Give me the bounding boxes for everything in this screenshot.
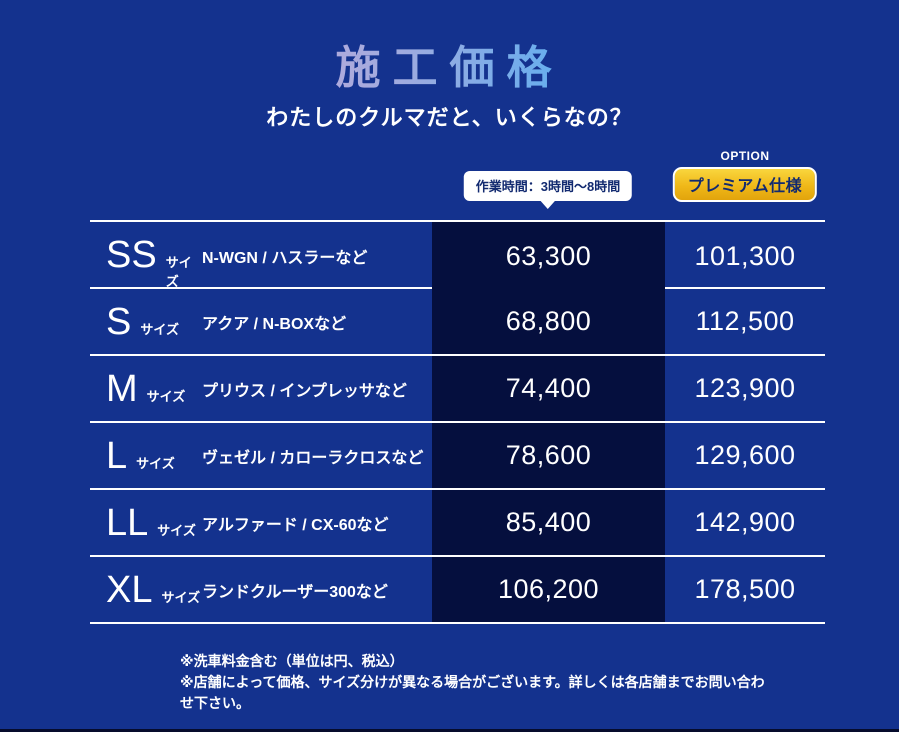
car-examples: ヴェゼル / カローラクロスなど — [202, 449, 424, 467]
premium-column-header: OPTION プレミアム仕様 — [672, 149, 818, 202]
size-letter: M — [106, 368, 138, 410]
standard-price: 63,300 — [432, 222, 665, 290]
car-examples: アクア / N-BOXなど — [202, 315, 347, 333]
size-letter: LL — [106, 502, 149, 544]
car-examples: プリウス / インプレッサなど — [202, 382, 407, 400]
size-unit-label: サイズ — [146, 389, 186, 404]
size-label: S サイズ — [90, 289, 202, 354]
size-label: XL サイズ — [90, 557, 202, 622]
table-row-s: S サイズ アクア / N-BOXなど 68,800 112,500 — [90, 289, 825, 356]
premium-price: 112,500 — [695, 306, 795, 336]
size-unit-label: サイズ — [140, 322, 179, 337]
premium-price: 178,500 — [694, 574, 796, 604]
size-unit-label: サイズ — [161, 590, 201, 605]
size-letter: XL — [106, 569, 153, 611]
premium-price: 142,900 — [694, 507, 796, 537]
bottom-edge-strip — [0, 729, 899, 732]
car-examples: ランドクルーザー300など — [202, 583, 388, 601]
size-letter: S — [106, 301, 132, 343]
footnote-line: ※店舗によって価格、サイズ分けが異なる場合がございます。詳しくは各店舗までお問い… — [180, 674, 765, 711]
car-examples: アルファード / CX-60など — [202, 516, 389, 534]
page-subtitle: わたしのクルマだと、いくらなの？ — [266, 105, 633, 130]
page-title: 施工価格 — [0, 31, 899, 96]
table-row-m: M サイズ プリウス / インプレッサなど 74,400 123,900 — [90, 356, 825, 423]
size-label: SS サイズ — [90, 222, 202, 290]
footnotes: ※洗車料金含む（単位は円、税込） ※店舗によって価格、サイズ分けが異なる場合がご… — [180, 651, 766, 714]
standard-price: 68,800 — [432, 289, 665, 354]
price-table: SS サイズ N-WGN / ハスラーなど 63,300 101,300 S サ… — [90, 220, 825, 624]
option-label: OPTION — [720, 149, 770, 163]
standard-price: 85,400 — [432, 490, 665, 555]
standard-price: 74,400 — [432, 356, 665, 421]
table-row-xl: XL サイズ ランドクルーザー300など 106,200 178,500 — [90, 557, 825, 624]
table-row-l: L サイズ ヴェゼル / カローラクロスなど 78,600 129,600 — [90, 423, 825, 490]
premium-price: 129,600 — [694, 440, 796, 470]
footnote-line: ※洗車料金含む（単位は円、税込） — [180, 653, 404, 669]
work-time-tooltip: 作業時間：3時間〜8時間 — [463, 171, 633, 201]
size-label: L サイズ — [90, 423, 202, 488]
size-unit-label: サイズ — [136, 456, 175, 471]
size-label: M サイズ — [90, 356, 202, 421]
table-row-ss: SS サイズ N-WGN / ハスラーなど 63,300 101,300 — [90, 222, 825, 290]
standard-price: 78,600 — [432, 423, 665, 488]
standard-price: 106,200 — [432, 557, 665, 622]
car-examples: N-WGN / ハスラーなど — [202, 250, 368, 267]
premium-spec-badge: プレミアム仕様 — [672, 167, 818, 202]
size-letter: SS — [106, 234, 157, 276]
size-unit-label: サイズ — [165, 255, 192, 289]
size-label: LL サイズ — [90, 490, 202, 555]
premium-price: 101,300 — [694, 240, 796, 271]
size-unit-label: サイズ — [157, 523, 196, 538]
size-letter: L — [106, 435, 128, 477]
table-row-ll: LL サイズ アルファード / CX-60など 85,400 142,900 — [90, 490, 825, 557]
premium-price: 123,900 — [694, 373, 796, 403]
